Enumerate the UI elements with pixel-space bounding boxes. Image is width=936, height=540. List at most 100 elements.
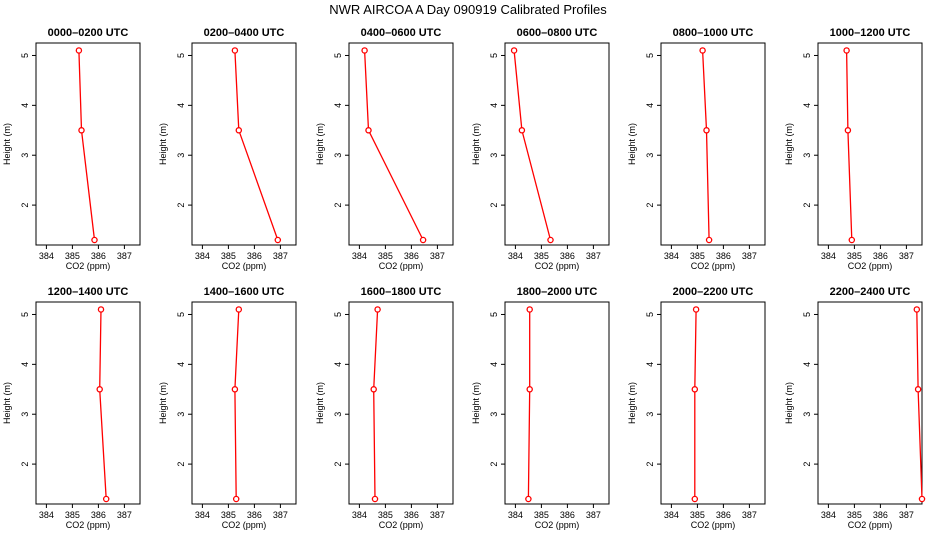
x-axis-label: CO2 (ppm) — [379, 520, 424, 530]
x-tick-label: 386 — [91, 251, 106, 261]
x-tick-label: 384 — [39, 510, 54, 520]
main-title: NWR AIRCOA A Day 090919 Calibrated Profi… — [329, 2, 607, 17]
data-point — [526, 386, 533, 393]
x-axis-label: CO2 (ppm) — [691, 261, 736, 271]
x-tick-label: 384 — [821, 251, 836, 261]
y-tick-label: 3 — [489, 153, 499, 158]
y-tick-label: 5 — [20, 53, 30, 58]
y-tick-label: 2 — [176, 203, 186, 208]
x-axis-label: CO2 (ppm) — [66, 261, 111, 271]
y-axis-label: Height (m) — [158, 382, 168, 424]
y-tick-label: 3 — [645, 412, 655, 417]
y-tick-label: 2 — [489, 203, 499, 208]
panel-title: 0600–0800 UTC — [517, 27, 598, 39]
panel-title: 1200–1400 UTC — [48, 286, 129, 298]
plot-frame — [817, 301, 923, 505]
data-point — [844, 127, 852, 134]
x-tick-label: 386 — [91, 510, 106, 520]
panel-title: 1600–1800 UTC — [361, 286, 442, 298]
plot-frame — [504, 42, 610, 246]
x-tick-label: 384 — [352, 510, 367, 520]
x-tick-label: 384 — [195, 251, 210, 261]
y-tick-label: 5 — [802, 53, 812, 58]
data-point — [231, 47, 239, 54]
panel-title: 2200–2400 UTC — [830, 286, 911, 298]
x-tick-label: 387 — [899, 510, 914, 520]
y-tick-label: 3 — [20, 153, 30, 158]
x-tick-label: 385 — [221, 251, 236, 261]
x-tick-label: 386 — [560, 251, 575, 261]
data-point — [370, 386, 377, 393]
y-tick-label: 2 — [645, 203, 655, 208]
x-tick-label: 384 — [664, 251, 679, 261]
x-tick-label: 387 — [586, 251, 601, 261]
plot-frame — [817, 42, 923, 246]
x-tick-label: 387 — [586, 510, 601, 520]
x-axis-label: CO2 (ppm) — [379, 261, 424, 271]
panel-title: 0400–0600 UTC — [361, 27, 442, 39]
y-axis-label: Height (m) — [315, 123, 325, 165]
data-point — [96, 386, 103, 393]
x-tick-label: 384 — [39, 251, 54, 261]
y-tick-label: 5 — [20, 312, 30, 317]
panel-title: 0200–0400 UTC — [204, 27, 285, 39]
x-axis-label: CO2 (ppm) — [535, 520, 580, 530]
y-tick-label: 5 — [176, 312, 186, 317]
plot-frame — [191, 301, 297, 505]
y-tick-label: 4 — [333, 362, 343, 367]
y-tick-label: 4 — [176, 362, 186, 367]
y-axis-label: Height (m) — [2, 123, 12, 165]
profile-line — [78, 50, 96, 241]
y-tick-label: 4 — [645, 362, 655, 367]
y-axis-label: Height (m) — [471, 123, 481, 165]
y-tick-label: 3 — [176, 412, 186, 417]
data-point — [703, 127, 710, 134]
data-point — [78, 127, 85, 134]
y-tick-label: 3 — [176, 153, 186, 158]
x-tick-label: 385 — [847, 251, 862, 261]
y-tick-label: 5 — [489, 53, 499, 58]
profile-line — [363, 50, 424, 241]
x-tick-label: 387 — [273, 251, 288, 261]
profile-line — [99, 309, 107, 500]
profile-line — [845, 50, 853, 241]
x-tick-label: 385 — [65, 510, 80, 520]
data-point — [419, 236, 427, 244]
y-tick-label: 3 — [802, 153, 812, 158]
y-tick-label: 5 — [802, 312, 812, 317]
data-point — [235, 127, 243, 134]
panel-9: 1600–1800 UTC 384 385 386 387 2 3 4 5 CO2 (ppm) He… — [315, 286, 454, 530]
data-point — [918, 495, 926, 503]
data-point — [518, 127, 526, 134]
x-tick-label: 385 — [847, 510, 862, 520]
data-point — [374, 306, 381, 313]
data-point — [510, 47, 518, 54]
y-tick-label: 3 — [333, 153, 343, 158]
panel-6: 1000–1200 UTC 384 385 386 387 2 3 4 5 CO2 (ppm) He… — [784, 27, 923, 271]
y-axis-label: Height (m) — [784, 123, 794, 165]
x-tick-label: 385 — [534, 510, 549, 520]
data-point — [525, 495, 532, 503]
data-point — [361, 47, 368, 54]
data-point — [699, 47, 706, 54]
y-tick-label: 4 — [802, 103, 812, 108]
x-tick-label: 387 — [117, 251, 132, 261]
panel-5: 0800–1000 UTC 384 385 386 387 2 3 4 5 CO2 (ppm) He… — [627, 27, 766, 271]
y-tick-label: 3 — [802, 412, 812, 417]
x-tick-label: 386 — [873, 510, 888, 520]
y-tick-label: 2 — [20, 462, 30, 467]
data-point — [365, 127, 372, 134]
y-axis-label: Height (m) — [784, 382, 794, 424]
data-point — [692, 306, 700, 313]
panel-title: 1800–2000 UTC — [517, 286, 598, 298]
panel-8: 1400–1600 UTC 384 385 386 387 2 3 4 5 CO2 (ppm) He… — [158, 286, 297, 530]
panel-title: 1400–1600 UTC — [204, 286, 285, 298]
profile-line — [234, 50, 279, 241]
x-tick-label: 387 — [273, 510, 288, 520]
y-tick-label: 5 — [333, 53, 343, 58]
y-tick-label: 2 — [489, 462, 499, 467]
y-tick-label: 2 — [176, 462, 186, 467]
data-point — [691, 386, 699, 393]
plot-frame — [660, 42, 766, 246]
